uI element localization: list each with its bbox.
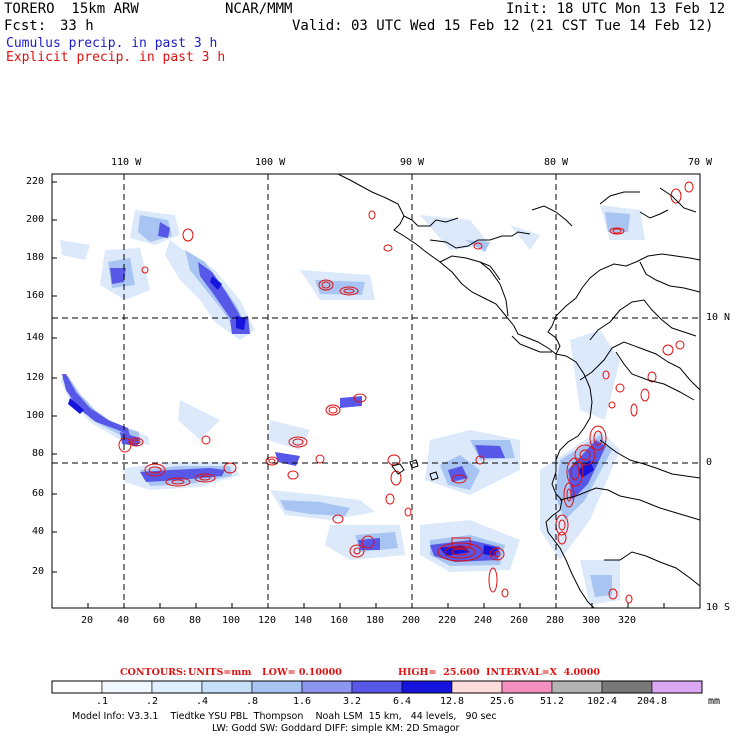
cumulus-legend-text: Cumulus precip. in past 3 h <box>6 36 218 51</box>
colorbar-cell <box>251 680 303 694</box>
valid-time: Valid: 03 UTC Wed 15 Feb 12 (21 CST Tue … <box>292 18 714 34</box>
colorbar-tick-label: .1 <box>95 696 109 707</box>
model-info: Model Info: V3.3.1 Tiedtke YSU PBL Thomp… <box>72 711 497 722</box>
colorbar-cell <box>451 680 503 694</box>
x-tick-label: 20 <box>81 615 94 626</box>
y-tick-label: 100 <box>26 410 45 421</box>
x-tick-label: 80 <box>189 615 202 626</box>
forecast-label: Fcst: <box>4 18 47 34</box>
y-tick-label: 20 <box>32 566 45 577</box>
x-tick-label: 260 <box>510 615 529 626</box>
colorbar-tick-label: 3.2 <box>342 696 362 707</box>
lat-lon-grid <box>52 174 700 608</box>
contour-units: UNITS=mm <box>188 667 252 678</box>
lon-label-70w: 70 W <box>688 157 713 168</box>
lat-label-10n: 10 N <box>706 312 731 323</box>
y-tick-label: 120 <box>26 372 45 383</box>
lon-label-100w: 100 W <box>255 157 286 168</box>
colorbar-tick-label: .8 <box>245 696 259 707</box>
x-tick-label: 60 <box>153 615 166 626</box>
coastlines <box>337 174 700 608</box>
y-tick-label: 80 <box>32 448 45 459</box>
organization-label: NCAR/MMM <box>225 1 293 17</box>
colorbar-cell <box>401 680 453 694</box>
colorbar-cell <box>651 680 703 694</box>
colorbar-tick-label: 1.6 <box>292 696 312 707</box>
lat-label-0: 0 <box>706 457 713 468</box>
x-tick-label: 220 <box>438 615 457 626</box>
axis-ticks <box>52 181 665 608</box>
contour-interval: INTERVAL=X 4.0000 <box>486 667 600 678</box>
colorbar-cell <box>601 680 653 694</box>
colorbar-tick-label: .4 <box>195 696 209 707</box>
colorbar-cell <box>551 680 603 694</box>
y-tick-label: 220 <box>26 176 45 187</box>
colorbar-tick-label: 102.4 <box>586 696 618 707</box>
y-tick-label: 140 <box>26 332 45 343</box>
y-tick-label: 160 <box>26 290 45 301</box>
contour-low: LOW= 0.10000 <box>262 667 342 678</box>
explicit-precip-contours <box>118 181 694 604</box>
x-tick-label: 100 <box>222 615 241 626</box>
lon-label-90w: 90 W <box>400 157 425 168</box>
init-time: Init: 18 UTC Mon 13 Feb 12 <box>506 1 726 17</box>
x-tick-label: 280 <box>546 615 565 626</box>
colorbar-cell <box>151 680 203 694</box>
x-tick-label: 40 <box>117 615 130 626</box>
colorbar-tick-label: 25.6 <box>489 696 515 707</box>
colorbar-cell <box>351 680 403 694</box>
colorbar-tick-label: 204.8 <box>636 696 668 707</box>
y-tick-label: 180 <box>26 252 45 263</box>
lon-label-80w: 80 W <box>544 157 569 168</box>
x-tick-label: 140 <box>294 615 313 626</box>
y-tick-label: 60 <box>32 488 45 499</box>
x-tick-label: 180 <box>366 615 385 626</box>
x-tick-label: 160 <box>330 615 349 626</box>
lon-label-110w: 110 W <box>111 157 142 168</box>
colorbar-tick-label: .2 <box>145 696 159 707</box>
colorbar-tick-label: 51.2 <box>539 696 565 707</box>
cumulus-precip-shading <box>60 205 645 605</box>
lat-label-10s: 10 S <box>706 602 731 613</box>
forecast-hour: 33 h <box>60 18 94 34</box>
explicit-legend-text: Explicit precip. in past 3 h <box>6 50 226 65</box>
colorbar-unit: mm <box>708 696 721 707</box>
colorbar-cell <box>101 680 153 694</box>
colorbar-cell <box>51 680 103 694</box>
model-title: TORERO 15km ARW <box>4 1 139 17</box>
x-tick-label: 120 <box>258 615 277 626</box>
y-tick-label: 40 <box>32 526 45 537</box>
colorbar-tick-label: 12.8 <box>439 696 465 707</box>
contour-high: HIGH= 25.600 <box>398 667 480 678</box>
model-physics: LW: Godd SW: Goddard DIFF: simple KM: 2D… <box>212 723 460 734</box>
y-tick-label: 200 <box>26 214 45 225</box>
colorbar-cell <box>301 680 353 694</box>
x-tick-label: 300 <box>582 615 601 626</box>
x-tick-label: 320 <box>618 615 637 626</box>
x-tick-label: 200 <box>402 615 421 626</box>
colorbar-cell <box>201 680 253 694</box>
colorbar-tick-label: 6.4 <box>392 696 412 707</box>
contour-label: CONTOURS: <box>120 667 187 678</box>
colorbar-cell <box>501 680 553 694</box>
x-tick-label: 240 <box>474 615 493 626</box>
